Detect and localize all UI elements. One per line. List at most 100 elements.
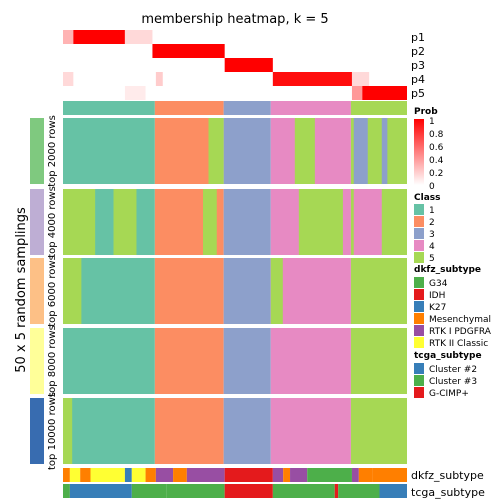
class-legend-swatch bbox=[414, 240, 424, 251]
dkfz-subtype-row-label: dkfz_subtype bbox=[411, 469, 484, 482]
panel-class-block bbox=[154, 258, 224, 324]
tcga-subtype-cell bbox=[379, 484, 407, 498]
membership-cell bbox=[124, 30, 153, 44]
panel-class-block bbox=[270, 328, 351, 394]
panel-alt-class-block bbox=[294, 118, 315, 184]
membership-cell bbox=[351, 72, 370, 86]
dkfz-legend-label: K27 bbox=[429, 303, 446, 313]
tcga-legend-title: tcga_subtype bbox=[414, 351, 482, 361]
dkfz-subtype-cell bbox=[155, 468, 174, 482]
prob-legend-tick: 0.6 bbox=[429, 143, 444, 153]
panel-alt-class-block bbox=[353, 189, 382, 255]
dkfz-subtype-cell bbox=[131, 468, 146, 482]
dkfz-subtype-cell bbox=[69, 468, 81, 482]
class-bar-segment bbox=[63, 101, 155, 115]
dkfz-subtype-cell bbox=[372, 468, 407, 482]
panel-class-block bbox=[63, 328, 155, 394]
membership-cell bbox=[272, 72, 352, 86]
dkfz-legend-swatch bbox=[414, 313, 424, 324]
subtype-annotation-bars: dkfz_subtype tcga_subtype bbox=[63, 468, 485, 499]
panel-class-block bbox=[223, 398, 271, 464]
membership-cell bbox=[362, 86, 407, 100]
tcga-subtype-cell bbox=[224, 484, 273, 498]
membership-row-label: p4 bbox=[411, 73, 425, 86]
dkfz-subtype-cell bbox=[307, 468, 352, 482]
panel-class-block bbox=[270, 398, 351, 464]
dkfz-legend-swatch bbox=[414, 301, 424, 312]
membership-cell bbox=[124, 86, 146, 100]
membership-row-label: p5 bbox=[411, 87, 425, 100]
dkfz-legend-label: G34 bbox=[429, 279, 448, 289]
panel-alt-class-block bbox=[208, 118, 224, 184]
panel-alt-class-block bbox=[270, 258, 283, 324]
panel-class-block bbox=[223, 118, 271, 184]
tcga-legend-swatch bbox=[414, 387, 424, 398]
membership-cell bbox=[73, 30, 125, 44]
panel-alt-class-block bbox=[63, 398, 73, 464]
tcga-subtype-cell bbox=[131, 484, 167, 498]
prob-legend-tick: 1 bbox=[429, 117, 435, 127]
dkfz-subtype-cell bbox=[124, 468, 132, 482]
panel-side-bar bbox=[30, 258, 44, 324]
dkfz-subtype-cell bbox=[90, 468, 125, 482]
tcga-subtype-cell bbox=[166, 484, 225, 498]
class-legend-label: 1 bbox=[429, 206, 435, 216]
dkfz-subtype-cell bbox=[290, 468, 308, 482]
class-annotation-bar bbox=[63, 101, 407, 115]
panel-alt-class-block bbox=[63, 258, 82, 324]
dkfz-legend-label: Mesenchymal bbox=[429, 315, 491, 325]
class-legend-swatch bbox=[414, 204, 424, 215]
class-legend-swatch bbox=[414, 252, 424, 263]
dkfz-legend-swatch bbox=[414, 325, 424, 336]
membership-row-label: p3 bbox=[411, 59, 425, 72]
y-axis-label: 50 x 5 random samplings bbox=[14, 207, 29, 373]
tcga-legend-swatch bbox=[414, 363, 424, 374]
panel-class-block bbox=[270, 258, 351, 324]
membership-row-label: p2 bbox=[411, 45, 425, 58]
panel-label: top 10000 rows bbox=[47, 392, 58, 470]
dkfz-subtype-cell bbox=[224, 468, 273, 482]
panel-side-bar bbox=[30, 328, 44, 394]
tcga-legend-label: G-CIMP+ bbox=[429, 389, 469, 399]
panel-side-bar bbox=[30, 118, 44, 184]
dkfz-subtype-cell bbox=[186, 468, 225, 482]
dkfz-legend-label: RTK II Classic bbox=[429, 339, 488, 349]
tcga-legend-label: Cluster #3 bbox=[429, 377, 477, 387]
class-legend-label: 4 bbox=[429, 242, 435, 252]
panel-alt-class-block bbox=[298, 189, 343, 255]
class-legend-title: Class bbox=[414, 193, 440, 203]
panel-class-block bbox=[350, 398, 407, 464]
dkfz-subtype-cell bbox=[272, 468, 284, 482]
panel-label: top 8000 rows bbox=[47, 325, 58, 397]
class-bar-segment bbox=[350, 101, 407, 115]
panel-alt-class-block bbox=[353, 118, 368, 184]
panel-label: top 2000 rows bbox=[47, 115, 58, 187]
tcga-legend-swatch bbox=[414, 375, 424, 386]
membership-cell bbox=[63, 72, 74, 86]
panel-label: top 4000 rows bbox=[47, 186, 58, 258]
dkfz-legend-label: IDH bbox=[429, 291, 445, 301]
class-bar-segment bbox=[223, 101, 271, 115]
panel-class-block bbox=[223, 258, 271, 324]
tcga-subtype-cell bbox=[69, 484, 132, 498]
tcga-legend-label: Cluster #2 bbox=[429, 365, 477, 375]
prob-legend-tick: 0.8 bbox=[429, 130, 444, 140]
tcga-subtype-cell bbox=[338, 484, 380, 498]
chart-title: membership heatmap, k = 5 bbox=[141, 12, 328, 27]
tcga-subtype-cell bbox=[63, 484, 70, 498]
membership-cell bbox=[224, 58, 273, 72]
dkfz-legend-swatch bbox=[414, 289, 424, 300]
class-legend-swatch bbox=[414, 216, 424, 227]
prob-legend-tick: 0.2 bbox=[429, 169, 443, 179]
membership-cell bbox=[351, 86, 363, 100]
prob-legend-tick: 0.4 bbox=[429, 156, 444, 166]
panel-label: top 6000 rows bbox=[47, 255, 58, 327]
panel-alt-class-block bbox=[63, 189, 96, 255]
tcga-subtype-cell bbox=[334, 484, 339, 498]
class-bar-segment bbox=[270, 101, 351, 115]
prob-legend-title: Prob bbox=[414, 107, 438, 117]
dkfz-subtype-cell bbox=[145, 468, 156, 482]
